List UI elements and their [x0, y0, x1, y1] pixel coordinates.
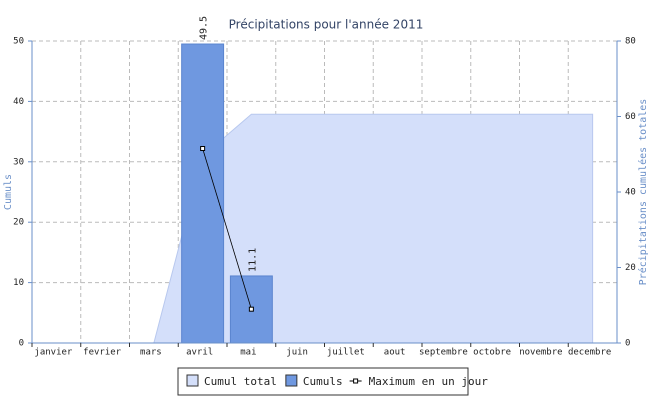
y-tick-label: 30 — [13, 157, 24, 167]
legend-label: Cumul total — [204, 375, 277, 388]
x-tick-label: avril — [186, 348, 213, 358]
x-tick-label: octobre — [473, 348, 511, 358]
x-tick-label: mars — [140, 348, 162, 358]
y2-tick-label: 80 — [625, 37, 636, 47]
x-tick-label: juin — [286, 348, 308, 358]
legend-swatch — [353, 378, 359, 384]
y2-tick-label: 20 — [625, 263, 636, 273]
legend-label: Maximum en un jour — [369, 375, 489, 388]
legend-swatch — [186, 374, 199, 387]
y-tick-label: 0 — [19, 339, 24, 349]
legend-label: Cumuls — [303, 375, 343, 388]
chart-title: Précipitations pour l'année 2011 — [229, 18, 424, 32]
marker — [248, 306, 254, 312]
x-tick-label: fevrier — [83, 348, 122, 358]
y2-tick-label: 0 — [625, 339, 630, 349]
y-tick-label: 10 — [13, 278, 24, 288]
legend-swatch — [285, 374, 298, 387]
legend-box — [177, 367, 469, 396]
marker — [200, 146, 206, 152]
y2-tick-label: 60 — [625, 112, 636, 122]
x-tick-label: mai — [240, 348, 256, 358]
area — [56, 113, 594, 344]
x-tick-label: novembre — [519, 348, 562, 358]
x-tick-label: decembre — [568, 348, 611, 358]
x-tick-label: aout — [384, 348, 406, 358]
x-tick-label: septembre — [419, 348, 468, 358]
line — [202, 148, 252, 310]
value-label: 49.5 — [199, 16, 210, 40]
y-tick-label: 20 — [13, 218, 24, 228]
y2-tick-label: 40 — [625, 188, 636, 198]
x-tick-label: juillet — [327, 348, 365, 358]
y-axis-title: Cumuls — [3, 174, 14, 210]
value-label: 11.1 — [247, 248, 258, 272]
x-tick-label: janvier — [34, 348, 73, 358]
y-tick-label: 50 — [13, 37, 24, 47]
y-tick-label: 40 — [13, 97, 24, 107]
bar — [181, 43, 225, 344]
y2-axis-title: Précipitations cumulées totales — [637, 99, 649, 286]
